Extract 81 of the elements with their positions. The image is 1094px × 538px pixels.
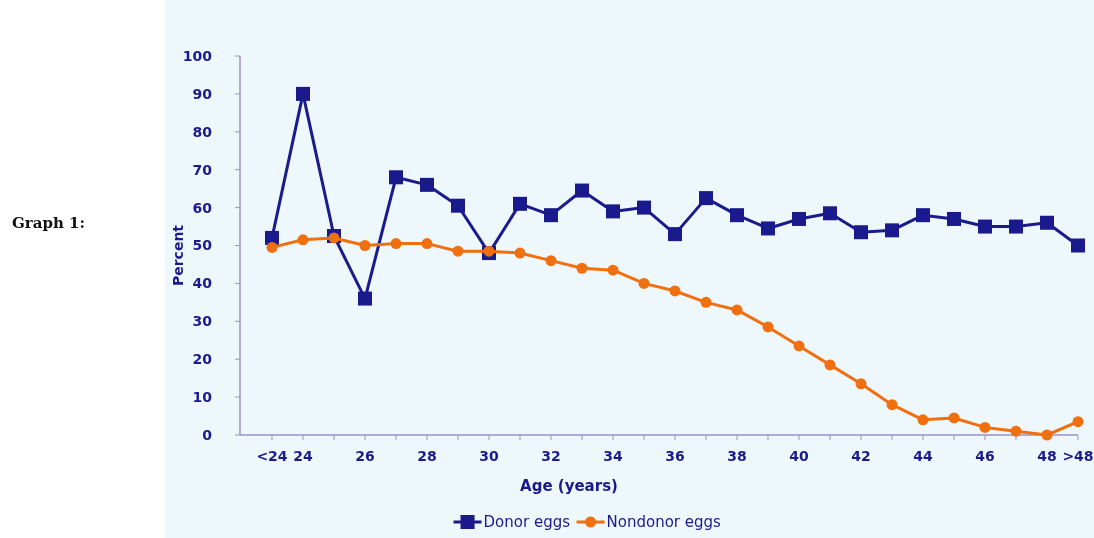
point — [575, 183, 589, 198]
y-tick-label: 20 — [192, 351, 213, 368]
point — [389, 170, 403, 185]
x-tick-label: 44 — [913, 448, 933, 464]
point — [700, 296, 712, 308]
x-tick-label: >48 — [1062, 448, 1094, 464]
point — [730, 208, 744, 223]
caption: Graph 1: — [12, 214, 86, 232]
point — [886, 399, 898, 411]
y-tick-label: 50 — [192, 237, 213, 254]
y-tick-label: 60 — [192, 199, 213, 216]
y-tick-label: 0 — [202, 426, 213, 443]
point — [762, 321, 774, 333]
point — [917, 414, 929, 426]
x-tick-label: 36 — [665, 448, 685, 464]
point — [514, 247, 526, 259]
x-tick-label: 46 — [975, 448, 995, 464]
x-tick-label: 42 — [851, 448, 871, 464]
x-tick-label: 24 — [293, 448, 313, 464]
point — [513, 196, 527, 211]
y-tick-label: 90 — [192, 85, 213, 102]
point — [855, 378, 867, 390]
point — [1071, 238, 1085, 253]
point — [638, 277, 650, 289]
point — [699, 191, 713, 206]
point — [1072, 416, 1084, 428]
y-tick-label: 40 — [192, 275, 213, 292]
y-tick-label: 100 — [182, 47, 213, 64]
x-tick-label: <24 — [256, 448, 288, 464]
point — [359, 240, 371, 251]
point — [668, 227, 682, 242]
x-tick-label: 26 — [355, 448, 375, 464]
y-tick-label: 70 — [192, 161, 213, 178]
point — [576, 262, 588, 274]
point — [421, 238, 433, 250]
point — [792, 211, 806, 226]
point — [606, 204, 620, 219]
point — [854, 225, 868, 240]
x-tick-label: 38 — [727, 448, 747, 464]
point — [545, 255, 557, 267]
point — [761, 221, 775, 236]
point — [483, 245, 495, 257]
point — [607, 264, 619, 276]
point — [452, 245, 464, 257]
point — [296, 86, 310, 101]
point — [266, 241, 278, 253]
point — [731, 304, 743, 316]
point — [1040, 215, 1054, 230]
point — [824, 359, 836, 371]
point — [358, 291, 372, 306]
point — [1041, 429, 1053, 441]
point — [637, 200, 651, 215]
point — [978, 219, 992, 234]
point — [420, 177, 434, 192]
point — [544, 208, 558, 223]
point — [885, 223, 899, 238]
y-tick-label: 30 — [192, 313, 213, 330]
x-tick-label: 30 — [479, 448, 499, 464]
point — [669, 285, 681, 297]
x-tick-label: 48 — [1037, 448, 1057, 464]
legend-label: Donor eggs — [483, 513, 571, 531]
legend-label: Nondonor eggs — [606, 513, 722, 531]
point — [451, 198, 465, 213]
x-axis-title: Age (years) — [520, 477, 618, 495]
point — [823, 206, 837, 221]
point — [916, 208, 930, 223]
point — [297, 234, 309, 246]
y-tick-label: 10 — [192, 389, 213, 405]
point — [390, 238, 402, 250]
x-tick-label: 40 — [789, 448, 809, 464]
x-tick-label: 34 — [603, 448, 623, 464]
point — [948, 412, 960, 424]
x-tick-label: 32 — [541, 448, 561, 464]
point — [1009, 219, 1023, 234]
point — [947, 211, 961, 226]
y-tick-label: 80 — [192, 123, 213, 140]
point — [793, 340, 805, 352]
y-axis-title: Percent — [170, 224, 186, 287]
x-tick-label: 28 — [417, 448, 437, 464]
point — [1010, 425, 1022, 437]
point — [979, 421, 991, 433]
